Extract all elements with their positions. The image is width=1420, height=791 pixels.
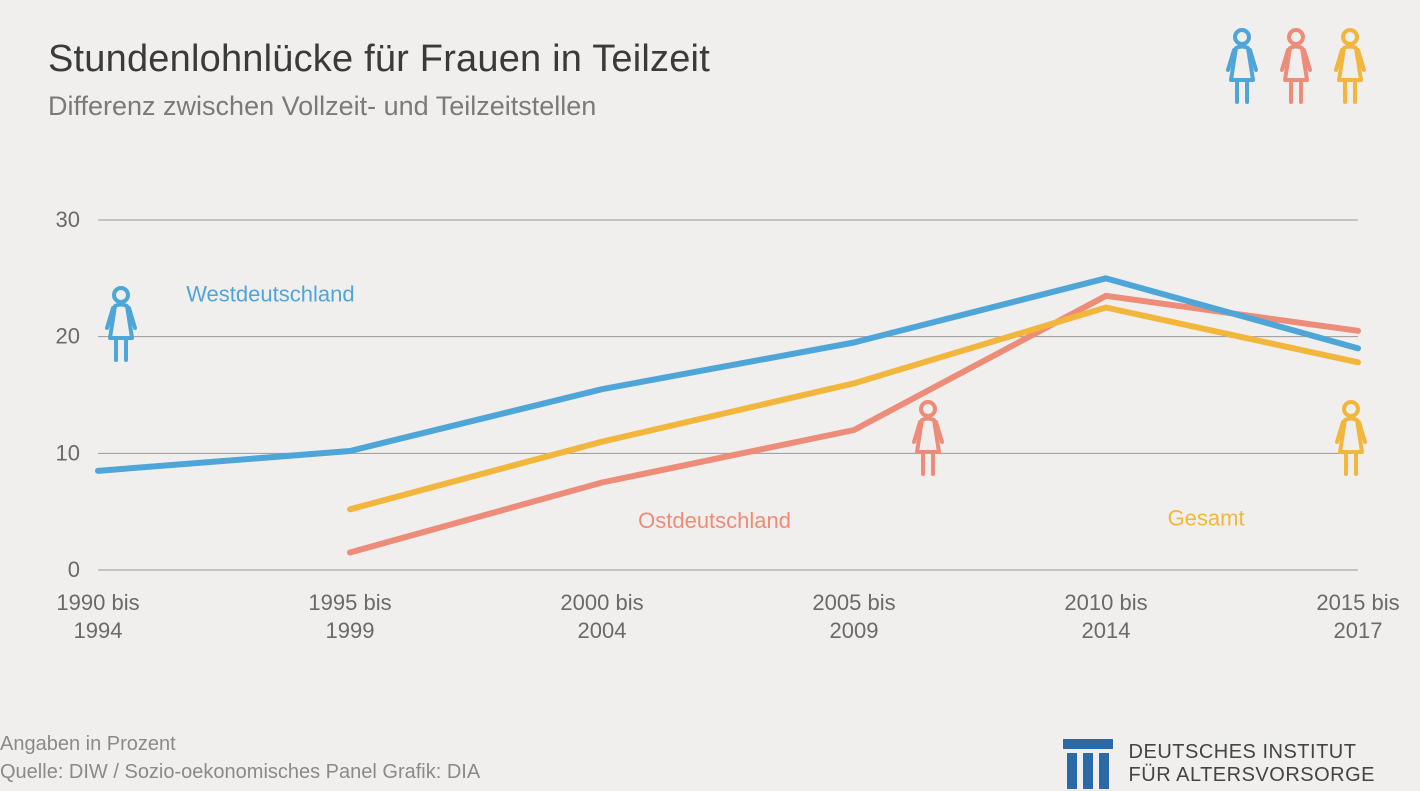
series-label-ost: Ostdeutschland <box>638 508 791 533</box>
x-tick-label: 2010 bis2014 <box>1064 590 1147 643</box>
legend-icon-ost <box>1276 28 1316 111</box>
x-tick-label: 2000 bis2004 <box>560 590 643 643</box>
org-logo-icon <box>1059 739 1117 789</box>
footer-source: Quelle: DIW / Sozio-oekonomisches Panel … <box>0 758 480 786</box>
series-line-gesamt <box>350 308 1358 510</box>
x-tick-label: 2005 bis2009 <box>812 590 895 643</box>
annotation-icon-gesamt <box>1331 400 1381 490</box>
org-name: DEUTSCHES INSTITUT FÜR ALTERSVORSORGE <box>1129 741 1375 787</box>
legend-icons <box>1222 28 1370 111</box>
chart-header: Stundenlohnlücke für Frauen in Teilzeit … <box>48 38 710 122</box>
chart-footer: Angaben in Prozent Quelle: DIW / Sozio-o… <box>0 730 480 786</box>
person-icon <box>1330 28 1370 106</box>
y-tick-label: 20 <box>56 324 80 349</box>
y-tick-label: 0 <box>68 557 80 582</box>
person-icon <box>908 400 948 478</box>
person-icon <box>1331 400 1371 478</box>
legend-icon-west <box>1222 28 1262 111</box>
org-branding: DEUTSCHES INSTITUT FÜR ALTERSVORSORGE <box>1059 739 1375 789</box>
person-icon <box>1222 28 1262 106</box>
footer-note: Angaben in Prozent <box>0 730 480 758</box>
x-tick-label: 2015 bis2017 <box>1316 590 1399 643</box>
person-icon <box>1276 28 1316 106</box>
org-line1: DEUTSCHES INSTITUT <box>1129 741 1375 764</box>
y-tick-label: 10 <box>56 440 80 465</box>
series-label-gesamt: Gesamt <box>1168 506 1245 531</box>
line-chart: 0 10 20 30 1990 bis1994 1995 bis1999 2000 bis2… <box>48 210 1368 670</box>
series-label-west: Westdeutschland <box>186 282 354 307</box>
org-line2: FÜR ALTERSVORSORGE <box>1129 764 1375 787</box>
person-icon <box>101 286 141 364</box>
chart-subtitle: Differenz zwischen Vollzeit- und Teilzei… <box>48 91 710 122</box>
y-tick-label: 30 <box>56 207 80 232</box>
legend-icon-gesamt <box>1330 28 1370 111</box>
x-tick-label: 1995 bis1999 <box>308 590 391 643</box>
x-tick-label: 1990 bis1994 <box>56 590 139 643</box>
annotation-icon-ost <box>908 400 958 490</box>
chart-title: Stundenlohnlücke für Frauen in Teilzeit <box>48 38 710 81</box>
annotation-icon-west <box>101 286 151 376</box>
